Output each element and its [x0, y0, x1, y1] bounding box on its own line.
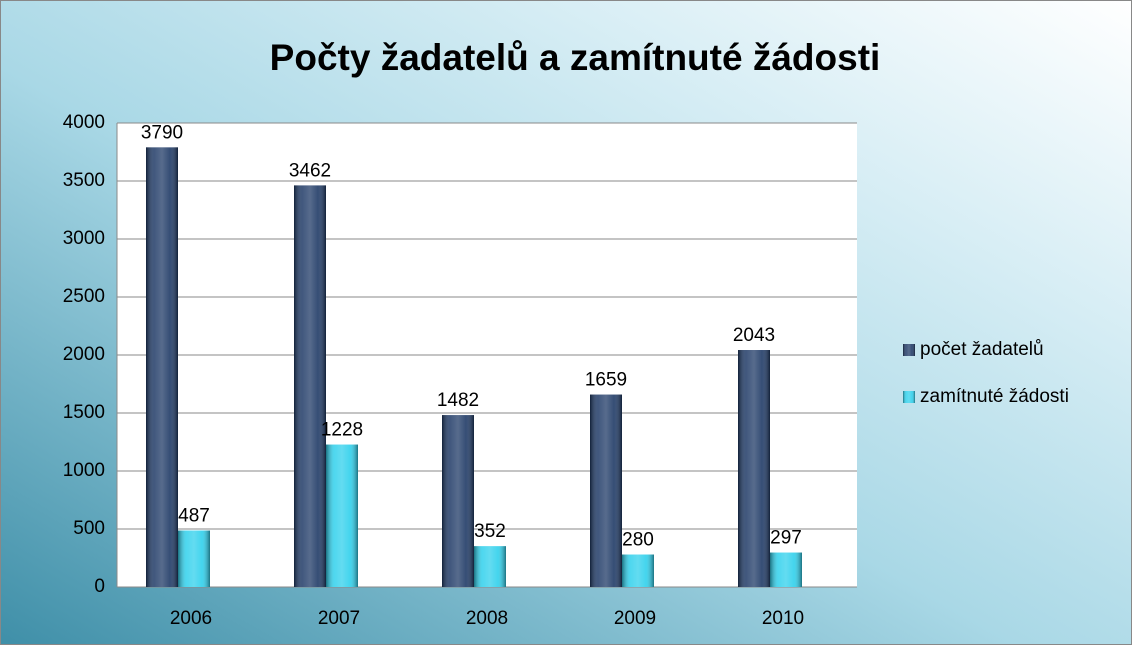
legend-label: počet žadatelů — [920, 339, 1044, 360]
y-tick-label: 3000 — [63, 228, 105, 249]
x-tick-label: 2010 — [762, 608, 804, 629]
x-tick-label: 2009 — [614, 608, 656, 629]
y-tick-label: 0 — [94, 576, 105, 597]
y-tick-label: 4000 — [63, 112, 105, 133]
data-label: 352 — [474, 521, 506, 542]
bar-bevel — [178, 530, 210, 587]
bar-bevel — [770, 552, 802, 587]
data-label: 2043 — [733, 325, 775, 346]
x-tick-label: 2008 — [466, 608, 508, 629]
data-label: 487 — [178, 506, 210, 527]
x-tick-label: 2006 — [170, 608, 212, 629]
y-tick-label: 1000 — [63, 460, 105, 481]
data-label: 3462 — [289, 160, 331, 181]
y-tick-label: 2500 — [63, 286, 105, 307]
legend-swatch-bevel — [903, 391, 915, 403]
bar-bevel — [294, 185, 326, 587]
bar-bevel — [474, 546, 506, 587]
bar-bevel — [738, 350, 770, 587]
data-label: 3790 — [141, 122, 183, 143]
bar-bevel — [442, 415, 474, 587]
data-label: 1659 — [585, 370, 627, 391]
y-tick-label: 3500 — [63, 170, 105, 191]
y-tick-label: 1500 — [63, 402, 105, 423]
data-label: 297 — [770, 528, 802, 549]
y-tick-label: 2000 — [63, 344, 105, 365]
bar-bevel — [590, 394, 622, 587]
chart-title: Počty žadatelů a zamítnuté žádosti — [270, 37, 881, 78]
data-label: 280 — [622, 530, 654, 551]
legend-swatch-bevel — [903, 344, 915, 356]
data-label: 1228 — [321, 420, 363, 441]
bar-bevel — [622, 554, 654, 587]
bar-bevel — [146, 147, 178, 588]
bar-bevel — [326, 444, 358, 587]
legend-label: zamítnuté žádosti — [920, 386, 1069, 407]
y-tick-label: 500 — [73, 518, 105, 539]
x-tick-label: 2007 — [318, 608, 360, 629]
data-label: 1482 — [437, 390, 479, 411]
